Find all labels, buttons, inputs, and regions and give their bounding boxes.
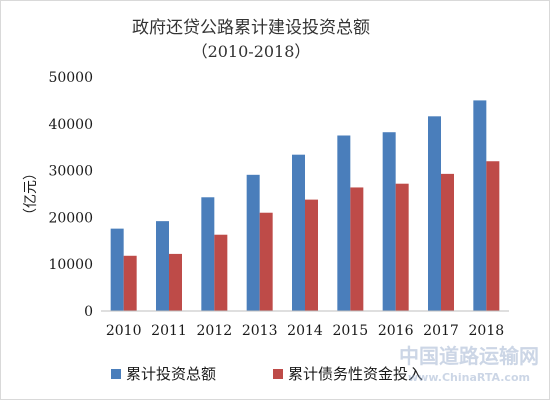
bar-total-investment [246,174,260,311]
chart-subtitle: （2010-2018） [192,42,311,61]
bar-debt-funding [441,173,454,311]
bar-total-investment [473,100,487,312]
y-tick-label: 10000 [48,257,93,273]
bar-total-investment [428,116,441,311]
bar-total-investment [110,228,124,311]
x-tick-label: 2011 [151,323,187,339]
x-tick-label: 2015 [333,323,369,339]
bar-debt-funding [214,234,228,311]
bar-total-investment [156,221,169,311]
x-tick-label: 2014 [287,323,323,339]
legend: 累计投资总额 累计债务性资金投入 [111,365,423,383]
bar-debt-funding [350,187,364,311]
y-tick-label: 50000 [48,70,93,86]
x-tick-label: 2016 [378,323,414,339]
bar-debt-funding [259,212,273,311]
bar-debt-funding [123,255,137,311]
bar-total-investment [201,197,215,311]
bar-total-investment [292,154,305,311]
bar-debt-funding [486,161,500,311]
y-tick-label: 20000 [48,210,93,226]
x-tick-label: 2017 [423,323,459,339]
x-tick-label: 2010 [106,323,142,339]
bar-total-investment [337,135,351,311]
bars-group [110,100,500,312]
watermark-logo: 中国道路运输网 www.ChinaRTA.com [399,344,539,384]
x-tick-label: 2018 [469,323,505,339]
y-tick-label: 30000 [48,164,93,180]
bar-debt-funding [169,253,182,311]
bar-debt-funding [305,199,318,311]
bar-total-investment [382,132,396,311]
chart-title: 政府还贷公路累计建设投资总额 [132,18,370,38]
legend-swatch [111,369,121,379]
legend-label: 累计投资总额 [126,365,216,383]
y-axis-ticks: 0 10000 20000 30000 40000 50000 [48,70,93,320]
x-tick-label: 2012 [197,323,233,339]
y-tick-label: 0 [84,304,93,320]
legend-swatch [273,369,283,379]
watermark-sub: www.ChinaRTA.com [408,371,530,384]
y-axis-label: （亿元） [23,166,39,222]
x-axis-ticks: 2010 2011 2012 2013 2014 2015 2016 2017 2018 [106,323,504,339]
x-tick-label: 2013 [242,323,278,339]
watermark-main: 中国道路运输网 [399,344,539,368]
legend-label: 累计债务性资金投入 [288,365,423,383]
bar-debt-funding [395,183,409,311]
y-tick-label: 40000 [48,117,93,133]
